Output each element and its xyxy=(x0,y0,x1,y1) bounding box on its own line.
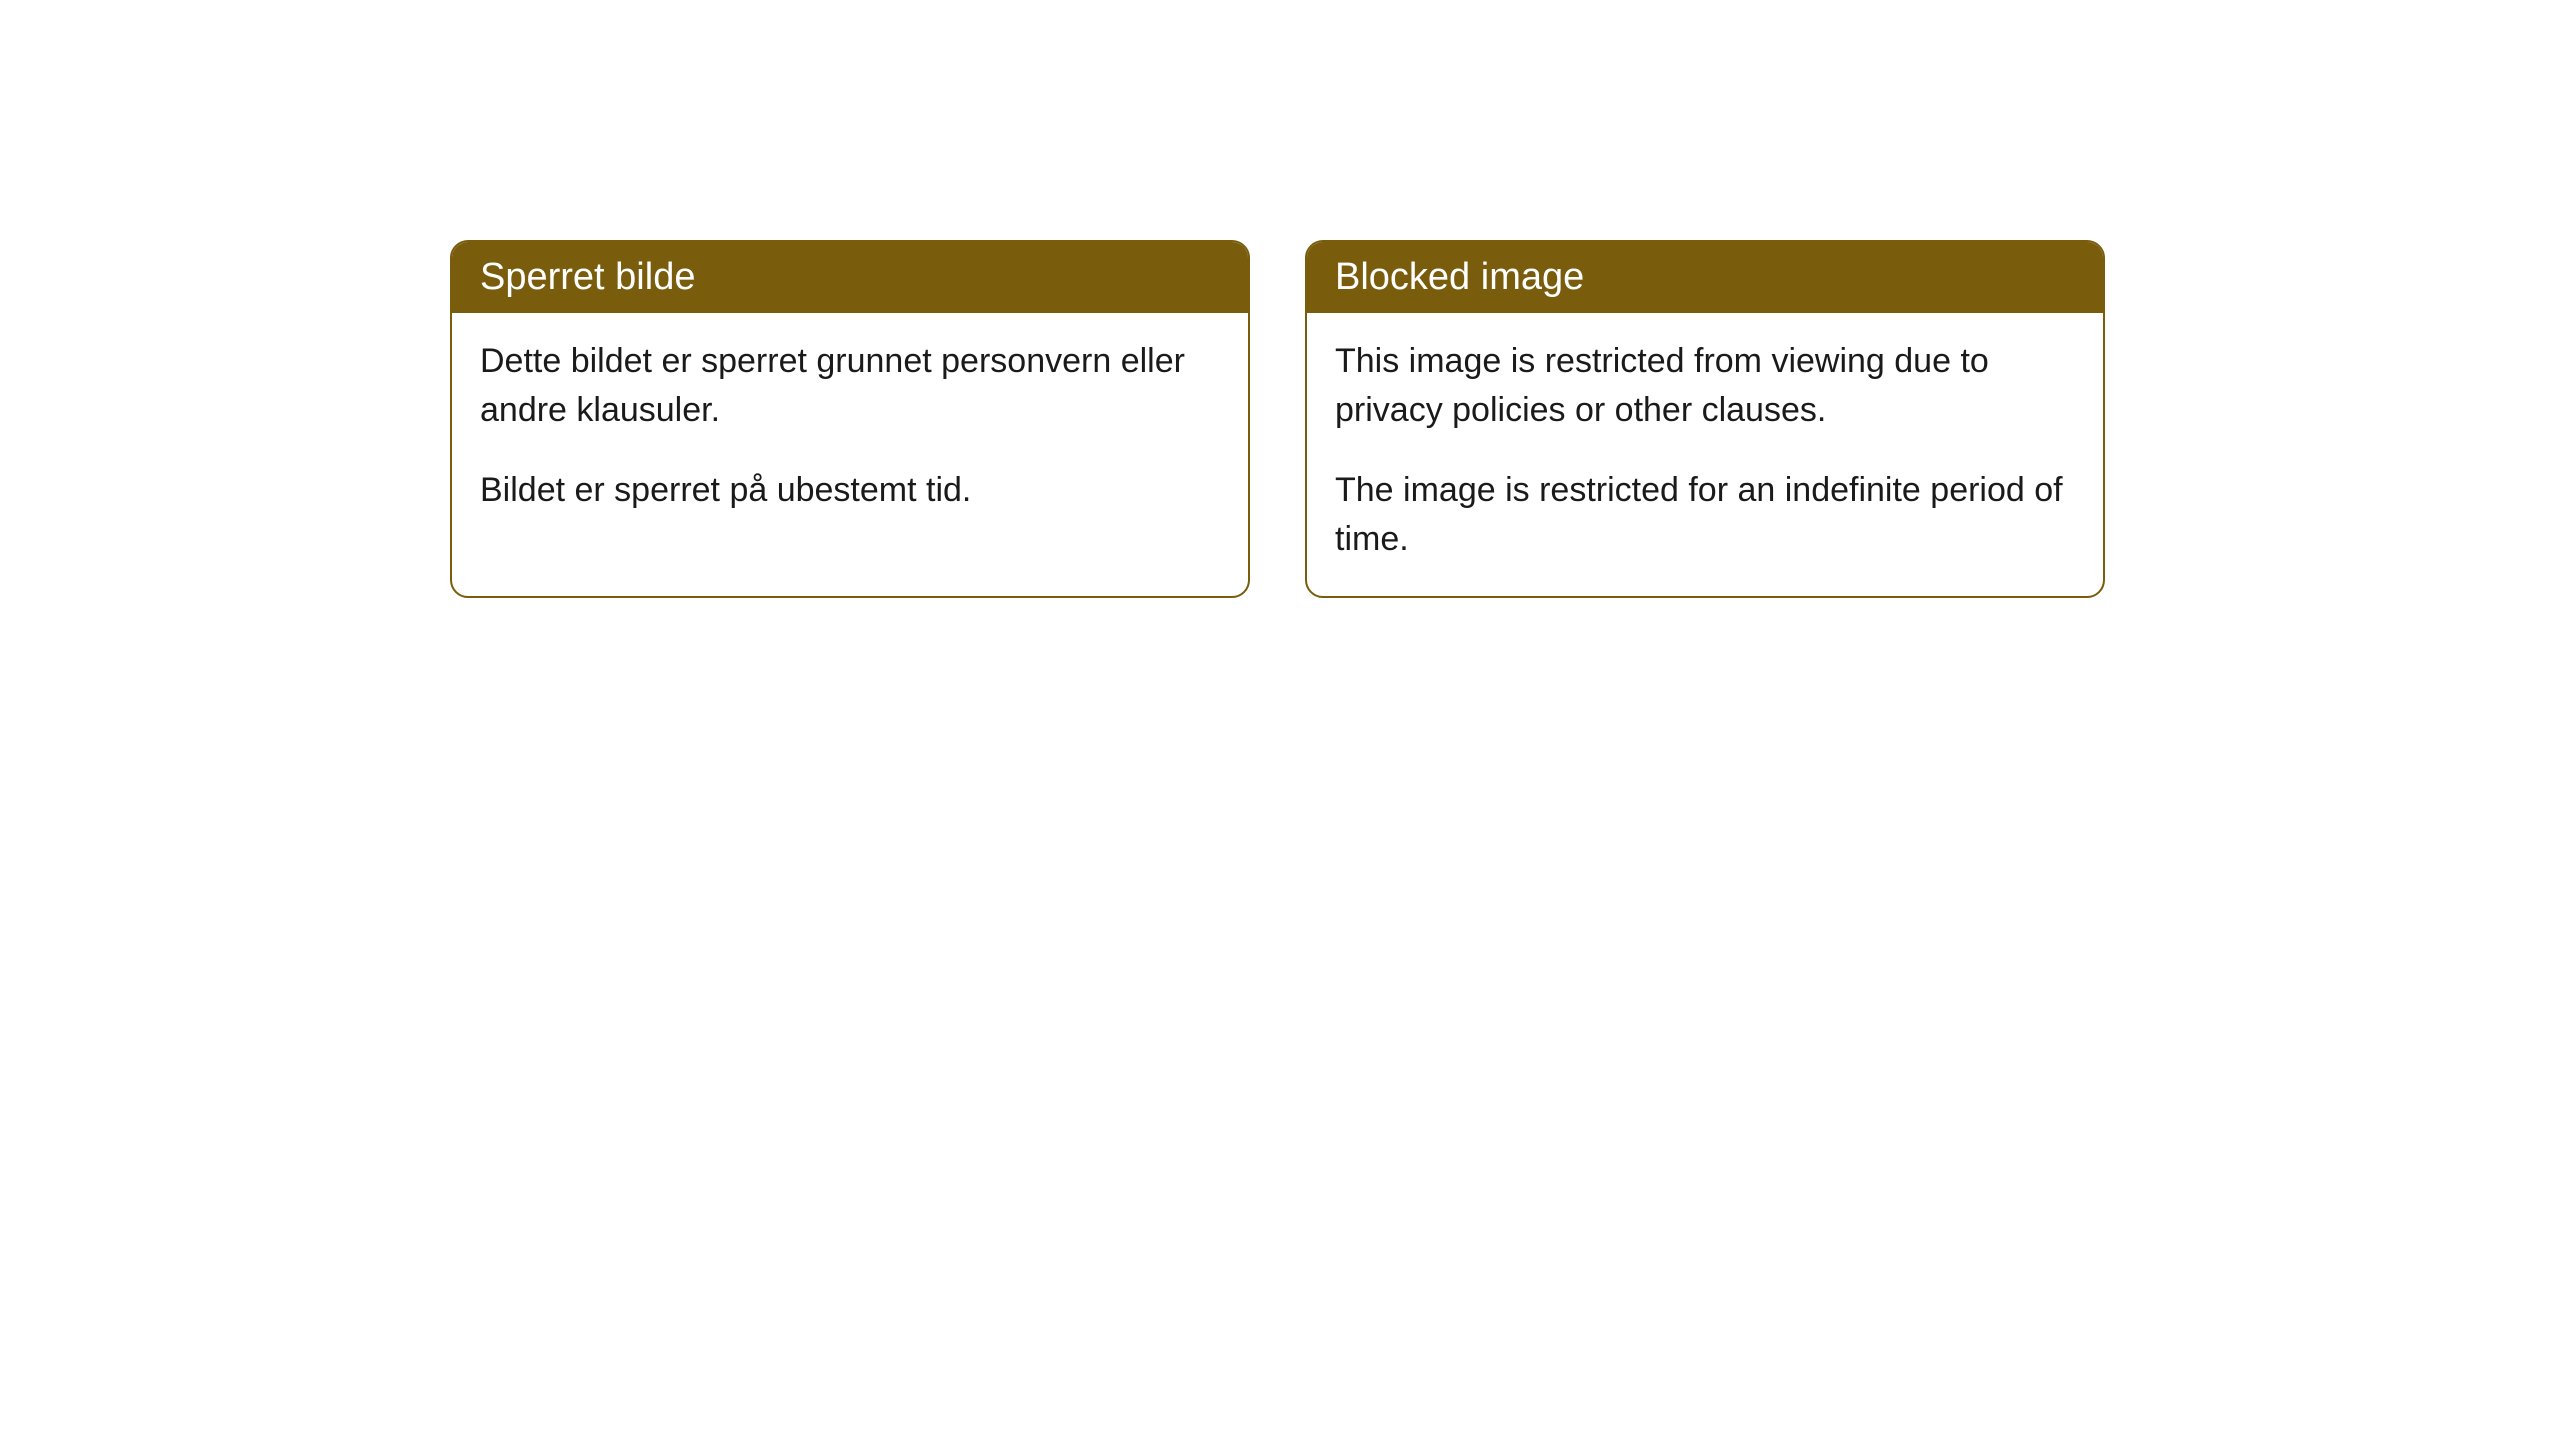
card-title: Sperret bilde xyxy=(480,256,695,298)
card-header: Blocked image xyxy=(1307,242,2103,313)
notice-card-english: Blocked image This image is restricted f… xyxy=(1305,240,2105,598)
card-title: Blocked image xyxy=(1335,256,1584,298)
card-paragraph: This image is restricted from viewing du… xyxy=(1335,337,2075,436)
notice-cards-container: Sperret bilde Dette bildet er sperret gr… xyxy=(450,240,2560,598)
card-body: Dette bildet er sperret grunnet personve… xyxy=(452,313,1248,547)
card-body: This image is restricted from viewing du… xyxy=(1307,313,2103,596)
card-paragraph: Bildet er sperret på ubestemt tid. xyxy=(480,466,1220,515)
card-paragraph: Dette bildet er sperret grunnet personve… xyxy=(480,337,1220,436)
card-paragraph: The image is restricted for an indefinit… xyxy=(1335,466,2075,565)
notice-card-norwegian: Sperret bilde Dette bildet er sperret gr… xyxy=(450,240,1250,598)
card-header: Sperret bilde xyxy=(452,242,1248,313)
